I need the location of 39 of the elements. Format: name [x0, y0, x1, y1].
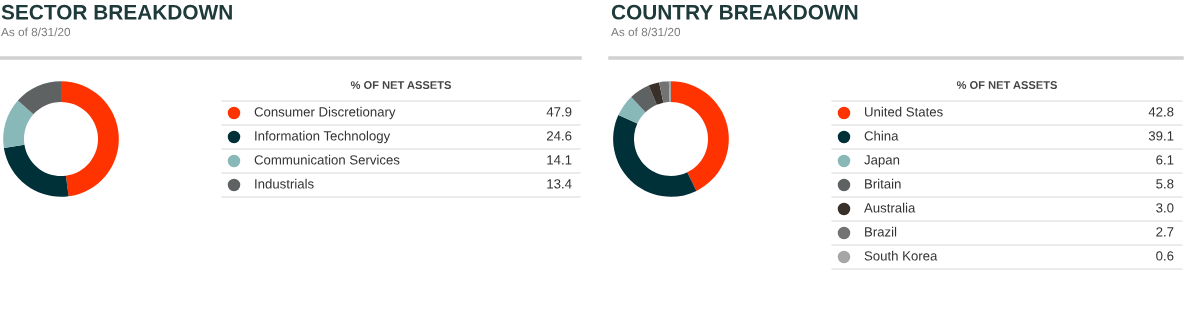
donut-slice — [3, 100, 34, 149]
legend-title: % OF NET ASSETS — [956, 81, 1057, 89]
donut-slice — [17, 81, 61, 115]
legend-label: China — [864, 130, 899, 141]
data-label: 39.1 — [1148, 131, 1174, 141]
chart-title: SECTOR BREAKDOWN — [1, 4, 232, 20]
legend-label: Britain — [865, 178, 901, 189]
donut-slice — [671, 81, 729, 191]
legend-label: United States — [865, 106, 943, 117]
data-label: 5.8 — [1156, 179, 1174, 189]
donut-slice — [61, 81, 119, 197]
data-label: 0.6 — [1156, 251, 1174, 261]
data-label: 42.8 — [1148, 107, 1174, 117]
data-label: 13.4 — [547, 179, 572, 189]
legend-label: South Korea — [864, 250, 938, 261]
data-label: 24.6 — [546, 131, 572, 141]
legend-label: Brazil — [865, 226, 897, 237]
chart-title: COUNTRY BREAKDOWN — [611, 4, 858, 20]
chart-subtitle: As of 8/31/20 — [611, 27, 681, 37]
donut-slice — [618, 97, 646, 124]
donut-slice — [631, 85, 657, 113]
donut-slice — [3, 144, 69, 197]
data-label: 47.9 — [546, 107, 572, 117]
chart-subtitle: As of 8/31/20 — [1, 27, 71, 37]
donut-slice — [668, 81, 671, 103]
donut-slice — [613, 114, 697, 197]
legend-label: Information Technology — [255, 130, 391, 144]
data-label: 6.1 — [1156, 155, 1174, 165]
legend-label: Consumer Discretionary — [254, 106, 396, 120]
legend-label: Communication Services — [254, 154, 400, 165]
legend-title: % OF NET ASSETS — [350, 81, 451, 89]
legend-label: Australia — [864, 202, 916, 213]
legend-label: Japan — [864, 155, 900, 168]
data-label: 14.1 — [547, 155, 572, 165]
legend-label: Industrials — [255, 178, 314, 189]
donut-slice — [659, 81, 670, 103]
data-label: 2.7 — [1156, 227, 1174, 237]
donut-slice — [648, 82, 664, 105]
data-label: 3.0 — [1156, 203, 1174, 213]
